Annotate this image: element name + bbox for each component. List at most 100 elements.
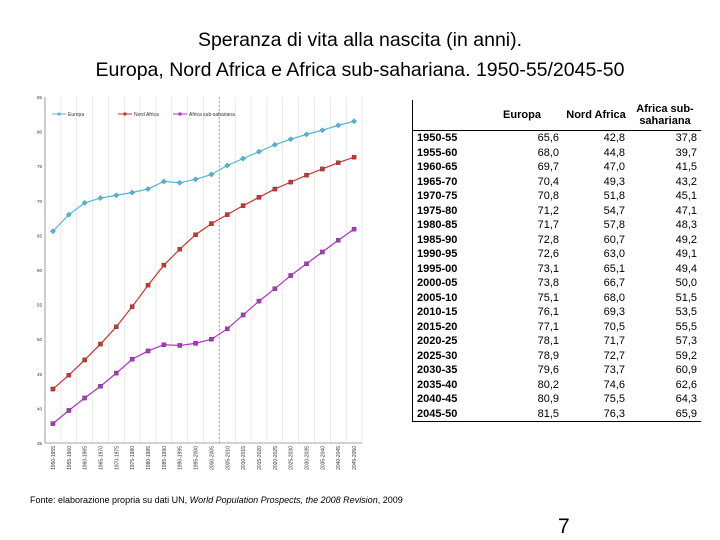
data-point	[193, 232, 198, 237]
x-tick-label: 1995-2000	[194, 446, 200, 470]
table-cell-period: 1990-95	[417, 248, 458, 260]
table-cell-nord-africa: 47,0	[603, 161, 625, 173]
table-cell-nord-africa: 70,5	[603, 320, 625, 333]
data-point	[272, 186, 278, 192]
table-cell-period: 2030-35	[417, 364, 458, 376]
data-point	[271, 141, 278, 148]
table-cell-europa: 75,1	[537, 291, 559, 304]
table-cell-period: 2040-45	[417, 393, 458, 405]
table-cell-europa: 71,7	[537, 219, 559, 231]
data-point	[335, 122, 342, 129]
title-line-2: Europa, Nord Africa e Africa sub-saharia…	[95, 59, 625, 81]
source-prefix: Fonte: elaborazione propria su dati UN,	[30, 495, 190, 505]
table-cell-europa: 71,2	[537, 204, 559, 217]
table-row: 1965-70 70,4 49,3 43,2	[413, 175, 702, 190]
table-header-nord-africa: Nord Africa	[563, 100, 629, 131]
table-header-africa-sub: Africa sub-sahariana	[629, 100, 701, 131]
x-tick-label: 1990-1995	[178, 446, 184, 470]
data-point	[209, 336, 214, 342]
y-tick-label: 50	[37, 337, 43, 342]
x-tick-label: 1950-1955	[51, 446, 57, 470]
series-line	[52, 228, 355, 425]
table-cell-period: 1985-90	[417, 233, 458, 246]
y-tick-label: 40	[37, 406, 43, 411]
x-tick-label: 1975-1980	[130, 446, 136, 470]
data-point	[161, 342, 167, 347]
data-point	[209, 221, 214, 226]
data-point	[351, 118, 357, 125]
x-tick-label: 2020-2025	[273, 446, 279, 470]
table-cell-period: 2010-15	[417, 306, 458, 318]
table-cell-nord-africa: 44,8	[603, 146, 625, 159]
table-row: 1985-90 72,8 60,7 49,2	[413, 233, 702, 248]
table-cell-africa-sub: 43,2	[675, 175, 697, 188]
data-point	[50, 386, 56, 392]
x-tick-label: 1955-1960	[67, 446, 73, 470]
data-point	[240, 155, 247, 162]
table-cell-nord-africa: 51,8	[603, 190, 625, 202]
table-cell-europa: 80,2	[537, 378, 559, 391]
y-tick-label: 45	[37, 372, 43, 377]
x-tick-label: 2010-2015	[241, 446, 247, 470]
table-cell-africa-sub: 59,2	[675, 349, 697, 362]
table-cell-africa-sub: 57,3	[675, 335, 697, 347]
data-point	[351, 226, 357, 232]
table-row: 2000-05 73,8 66,7 50,0	[413, 276, 702, 291]
table-cell-europa: 65,6	[537, 132, 559, 144]
table-cell-nord-africa: 60,7	[603, 233, 625, 246]
y-tick-label: 35	[37, 441, 43, 446]
table-cell-africa-sub: 49,4	[675, 262, 697, 275]
data-point	[81, 199, 88, 206]
table-cell-europa: 77,1	[537, 320, 559, 333]
table-cell-period: 2035-40	[417, 378, 458, 391]
legend-swatch-marker	[57, 112, 61, 116]
legend-swatch-marker	[123, 112, 127, 116]
x-tick-label: 1965-1970	[98, 446, 104, 470]
data-point	[319, 127, 326, 134]
data-point	[320, 249, 325, 255]
table-cell-period: 1955-60	[417, 146, 458, 159]
data-point	[65, 211, 72, 218]
table-row: 2020-25 78,1 71,7 57,3	[413, 334, 702, 349]
data-point	[335, 160, 341, 165]
y-tick-label: 80	[37, 130, 43, 135]
table-cell-nord-africa: 49,3	[603, 175, 625, 188]
table-cell-africa-sub: 48,3	[675, 219, 697, 231]
source-suffix: , 2009	[377, 495, 403, 505]
table-cell-europa: 72,8	[537, 233, 559, 246]
table-row: 1955-60 68,0 44,8 39,7	[413, 146, 702, 161]
table-row: 2030-35 79,6 73,7 60,9	[413, 363, 702, 378]
life-expectancy-chart: 35 40 45 50 55 60 65 70 75 80 85 1950-1955 1955-1960…	[28, 93, 370, 488]
data-point	[114, 324, 119, 329]
data-point	[225, 326, 230, 332]
x-tick-label: 2040-2045	[336, 446, 342, 470]
x-tick-label: 2005-2010	[225, 446, 231, 470]
x-tick-label: 1985-1990	[162, 446, 168, 470]
data-point	[225, 212, 230, 217]
data-point	[129, 189, 136, 196]
table-cell-period: 2015-20	[417, 320, 458, 333]
data-point	[272, 286, 278, 291]
data-point	[97, 195, 104, 201]
data-point	[192, 176, 199, 183]
data-point	[160, 178, 167, 185]
table-cell-nord-africa: 76,3	[603, 407, 625, 420]
table-cell-europa: 80,9	[537, 393, 559, 405]
table-cell-nord-africa: 71,7	[603, 335, 625, 347]
table-cell-nord-africa: 75,5	[603, 393, 625, 405]
table-cell-period: 1975-80	[417, 204, 458, 217]
table-cell-nord-africa: 65,1	[603, 262, 625, 275]
table-row: 1970-75 70,8 51,8 45,1	[413, 189, 702, 204]
data-point	[287, 136, 294, 143]
table-cell-africa-sub: 64,3	[675, 393, 697, 405]
page-number: 7	[558, 515, 570, 538]
table-cell-africa-sub: 41,5	[675, 161, 697, 173]
data-point	[161, 262, 167, 268]
table-cell-africa-sub: 51,5	[675, 291, 697, 304]
table-header-europa: Europa	[481, 100, 563, 131]
x-tick-label: 2025-2030	[289, 446, 295, 470]
table-cell-africa-sub: 49,2	[675, 233, 697, 246]
table-cell-nord-africa: 68,0	[603, 291, 625, 304]
table-row: 2025-30 78,9 72,7 59,2	[413, 349, 702, 364]
table-row: 1995-00 73,1 65,1 49,4	[413, 262, 702, 277]
